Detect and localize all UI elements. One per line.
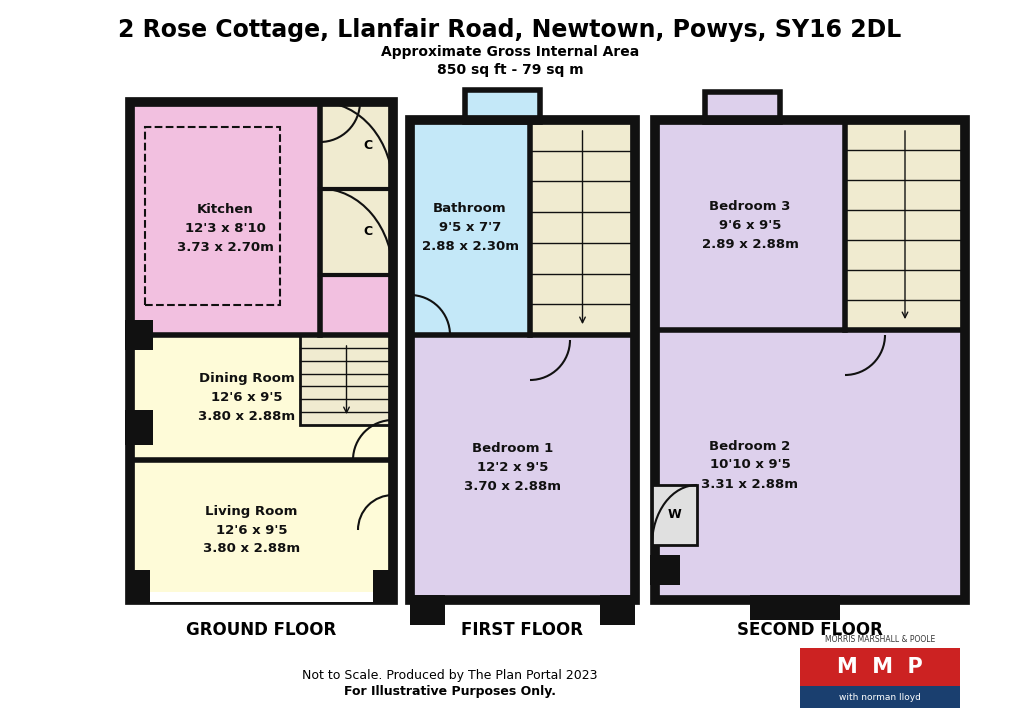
Bar [799, 686, 959, 708]
Text: Dining Room
12'6 x 9'5
3.80 x 2.88m: Dining Room 12'6 x 9'5 3.80 x 2.88m [198, 372, 294, 423]
Bar [410, 120, 635, 335]
Bar [651, 485, 696, 545]
Bar [844, 120, 964, 330]
Bar [530, 120, 635, 335]
Bar [465, 90, 539, 120]
Text: C: C [363, 139, 372, 152]
Bar [129, 320, 152, 350]
Text: FIRST FLOOR: FIRST FLOOR [461, 621, 583, 639]
Bar [444, 600, 475, 615]
Bar [444, 597, 599, 625]
Bar [129, 102, 392, 600]
Text: Not to Scale. Produced by The Plan Portal 2023: Not to Scale. Produced by The Plan Porta… [302, 668, 597, 682]
Bar [704, 92, 780, 120]
Text: Bedroom 1
12'2 x 9'5
3.70 x 2.88m: Bedroom 1 12'2 x 9'5 3.70 x 2.88m [464, 442, 560, 493]
Bar [654, 330, 964, 600]
Bar [320, 275, 392, 335]
Bar [649, 555, 680, 585]
Bar [300, 335, 392, 425]
Bar [410, 595, 444, 625]
Text: C: C [363, 225, 372, 238]
Bar [749, 595, 840, 620]
Text: Approximate Gross Internal Area: Approximate Gross Internal Area [380, 45, 639, 59]
Text: Bedroom 2
10'10 x 9'5
3.31 x 2.88m: Bedroom 2 10'10 x 9'5 3.31 x 2.88m [701, 439, 798, 490]
Bar [150, 592, 373, 602]
Text: M  M  P: M M P [837, 657, 922, 677]
Text: 2 Rose Cottage, Llanfair Road, Newtown, Powys, SY16 2DL: 2 Rose Cottage, Llanfair Road, Newtown, … [118, 18, 901, 42]
Bar [465, 90, 539, 122]
Text: with norman lloyd: with norman lloyd [839, 693, 920, 701]
Bar [844, 120, 964, 330]
Bar [129, 335, 392, 460]
Bar [129, 102, 320, 335]
Text: Bedroom 3
9'6 x 9'5
2.89 x 2.88m: Bedroom 3 9'6 x 9'5 2.89 x 2.88m [701, 199, 798, 251]
Bar [129, 460, 392, 600]
Text: MORRIS MARSHALL & POOLE: MORRIS MARSHALL & POOLE [824, 636, 934, 644]
Text: Kitchen
12'3 x 8'10
3.73 x 2.70m: Kitchen 12'3 x 8'10 3.73 x 2.70m [176, 203, 273, 254]
Text: 850 sq ft - 79 sq m: 850 sq ft - 79 sq m [436, 63, 583, 77]
Bar [570, 600, 599, 615]
Bar [799, 648, 959, 686]
Bar [530, 120, 635, 335]
Bar [125, 320, 153, 350]
Bar [125, 410, 153, 445]
Bar [599, 595, 635, 625]
Bar [410, 120, 635, 600]
Bar [129, 410, 152, 445]
Bar [320, 102, 392, 275]
Bar [145, 127, 280, 305]
Bar [129, 570, 150, 600]
Bar [654, 120, 964, 600]
Text: Bathroom
9'5 x 7'7
2.88 x 2.30m: Bathroom 9'5 x 7'7 2.88 x 2.30m [421, 202, 518, 253]
Bar [410, 335, 635, 600]
Text: Living Room
12'6 x 9'5
3.80 x 2.88m: Living Room 12'6 x 9'5 3.80 x 2.88m [203, 505, 300, 556]
Bar [754, 596, 835, 618]
Bar [704, 92, 780, 122]
Bar [373, 570, 392, 600]
Text: W: W [667, 508, 681, 521]
Text: SECOND FLOOR: SECOND FLOOR [737, 621, 882, 639]
Bar [654, 120, 964, 330]
Text: For Illustrative Purposes Only.: For Illustrative Purposes Only. [343, 685, 555, 698]
Bar [654, 555, 679, 585]
Text: GROUND FLOOR: GROUND FLOOR [186, 621, 336, 639]
